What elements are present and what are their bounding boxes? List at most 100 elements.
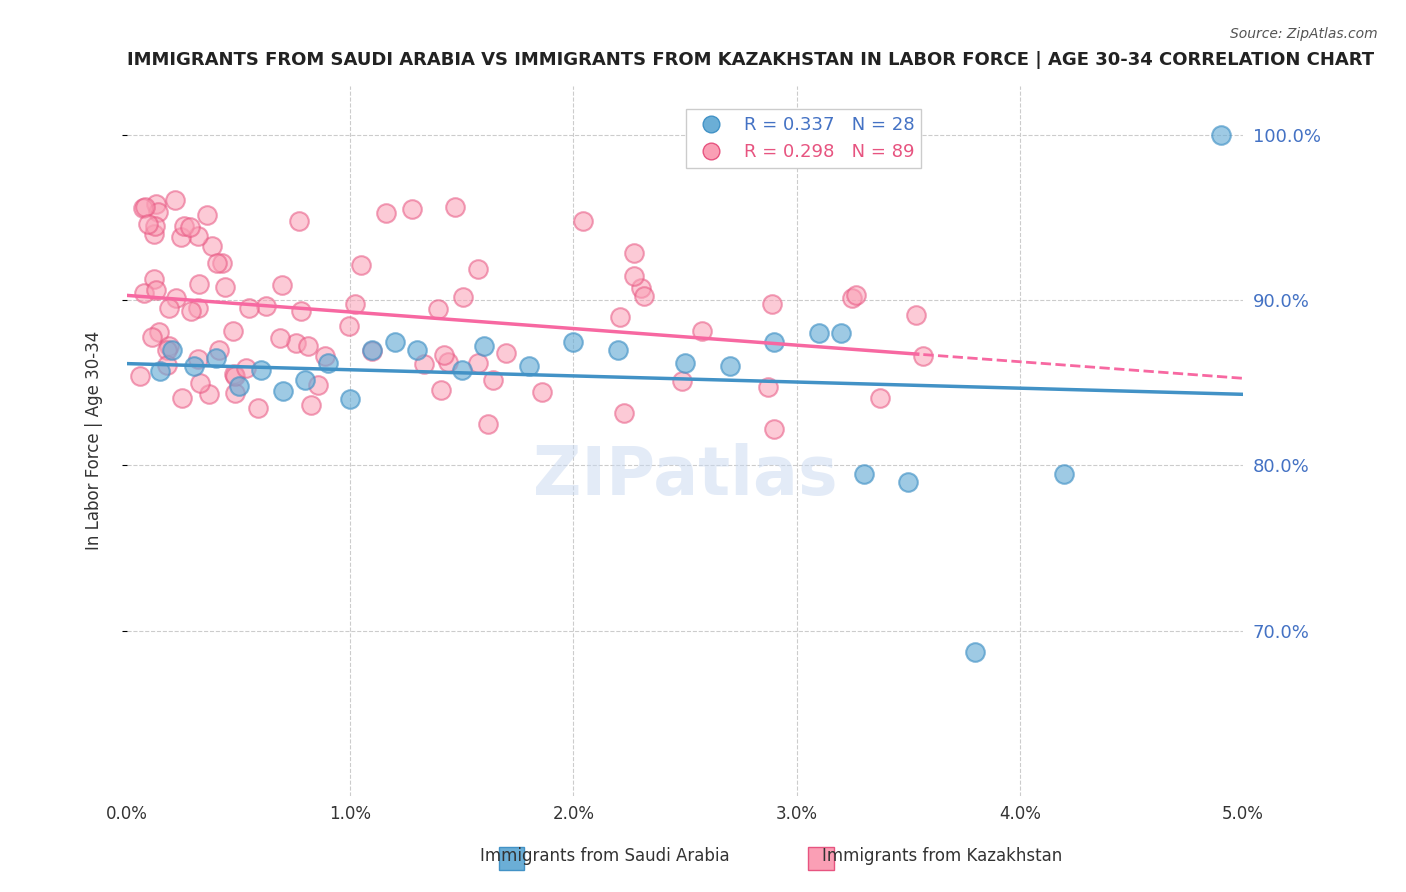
Kazakhstan <box>467 357 489 371</box>
Kazakhstan <box>299 398 322 412</box>
Kazakhstan <box>314 349 336 363</box>
Text: Immigrants from Kazakhstan: Immigrants from Kazakhstan <box>823 847 1062 865</box>
Saudi Arabia <box>763 334 786 349</box>
Text: Immigrants from Saudi Arabia: Immigrants from Saudi Arabia <box>479 847 730 865</box>
Saudi Arabia <box>517 359 540 374</box>
Saudi Arabia <box>607 343 630 357</box>
Kazakhstan <box>208 343 231 358</box>
Kazakhstan <box>690 324 713 338</box>
Kazakhstan <box>134 200 156 214</box>
Kazakhstan <box>609 310 631 325</box>
Saudi Arabia <box>897 475 920 489</box>
Kazakhstan <box>179 219 201 234</box>
Kazakhstan <box>375 206 398 220</box>
Kazakhstan <box>222 367 245 381</box>
Kazakhstan <box>148 325 170 339</box>
Kazakhstan <box>671 375 693 389</box>
Y-axis label: In Labor Force | Age 30-34: In Labor Force | Age 30-34 <box>86 331 103 550</box>
Kazakhstan <box>285 336 308 351</box>
Kazakhstan <box>172 391 194 405</box>
Kazakhstan <box>482 373 505 387</box>
Kazakhstan <box>146 205 169 219</box>
Kazakhstan <box>761 297 783 311</box>
Kazakhstan <box>222 324 245 338</box>
Kazakhstan <box>165 291 187 305</box>
Kazakhstan <box>142 272 165 286</box>
Kazakhstan <box>841 291 863 305</box>
Kazakhstan <box>142 227 165 241</box>
Kazakhstan <box>572 213 595 227</box>
Kazakhstan <box>297 339 319 353</box>
Kazakhstan <box>412 358 434 372</box>
Saudi Arabia <box>205 351 228 365</box>
Kazakhstan <box>188 376 211 390</box>
Kazakhstan <box>630 281 652 295</box>
Saudi Arabia <box>852 467 875 481</box>
Kazakhstan <box>467 261 489 276</box>
Kazakhstan <box>361 344 384 359</box>
Kazakhstan <box>430 383 453 397</box>
Kazakhstan <box>845 288 868 302</box>
Kazakhstan <box>224 368 246 383</box>
Kazakhstan <box>145 283 167 297</box>
Kazakhstan <box>141 330 163 344</box>
Kazakhstan <box>163 193 186 207</box>
Kazakhstan <box>214 280 236 294</box>
Kazakhstan <box>433 348 456 362</box>
Kazakhstan <box>349 258 371 272</box>
Saudi Arabia <box>384 334 406 349</box>
Kazakhstan <box>337 319 360 334</box>
Kazakhstan <box>198 387 221 401</box>
Saudi Arabia <box>339 392 361 407</box>
Kazakhstan <box>129 369 152 384</box>
Kazakhstan <box>437 355 460 369</box>
Kazakhstan <box>633 289 655 303</box>
Kazakhstan <box>145 197 167 211</box>
Saudi Arabia <box>149 364 172 378</box>
Kazakhstan <box>195 207 218 221</box>
Kazakhstan <box>307 377 329 392</box>
Kazakhstan <box>224 385 246 400</box>
Kazakhstan <box>157 339 180 353</box>
Kazakhstan <box>247 401 270 415</box>
Kazakhstan <box>156 343 179 358</box>
Kazakhstan <box>205 256 228 270</box>
Kazakhstan <box>401 202 423 217</box>
Saudi Arabia <box>1209 128 1232 142</box>
Kazakhstan <box>187 352 209 367</box>
Kazakhstan <box>157 301 180 315</box>
Legend: R = 0.337   N = 28, R = 0.298   N = 89: R = 0.337 N = 28, R = 0.298 N = 89 <box>686 109 921 169</box>
Kazakhstan <box>269 331 291 345</box>
Saudi Arabia <box>965 645 987 659</box>
Kazakhstan <box>869 391 891 405</box>
Text: ZIPatlas: ZIPatlas <box>533 443 837 509</box>
Saudi Arabia <box>160 343 183 357</box>
Kazakhstan <box>756 380 779 394</box>
Saudi Arabia <box>361 343 384 357</box>
Kazakhstan <box>173 219 195 233</box>
Kazakhstan <box>905 308 928 322</box>
Kazakhstan <box>495 346 517 360</box>
Saudi Arabia <box>562 334 585 349</box>
Saudi Arabia <box>830 326 852 341</box>
Kazakhstan <box>343 297 366 311</box>
Kazakhstan <box>238 301 260 315</box>
Kazakhstan <box>613 406 636 420</box>
Saudi Arabia <box>316 356 339 370</box>
Kazakhstan <box>623 246 645 260</box>
Kazakhstan <box>444 200 467 214</box>
Saudi Arabia <box>450 362 472 376</box>
Kazakhstan <box>132 201 155 215</box>
Saudi Arabia <box>472 339 495 353</box>
Kazakhstan <box>187 301 209 315</box>
Saudi Arabia <box>271 384 294 398</box>
Saudi Arabia <box>807 326 830 341</box>
Kazakhstan <box>188 277 211 291</box>
Saudi Arabia <box>228 379 250 393</box>
Kazakhstan <box>132 286 155 301</box>
Kazakhstan <box>911 349 934 363</box>
Saudi Arabia <box>673 356 696 370</box>
Saudi Arabia <box>183 359 205 374</box>
Text: Source: ZipAtlas.com: Source: ZipAtlas.com <box>1230 27 1378 41</box>
Kazakhstan <box>136 217 159 231</box>
